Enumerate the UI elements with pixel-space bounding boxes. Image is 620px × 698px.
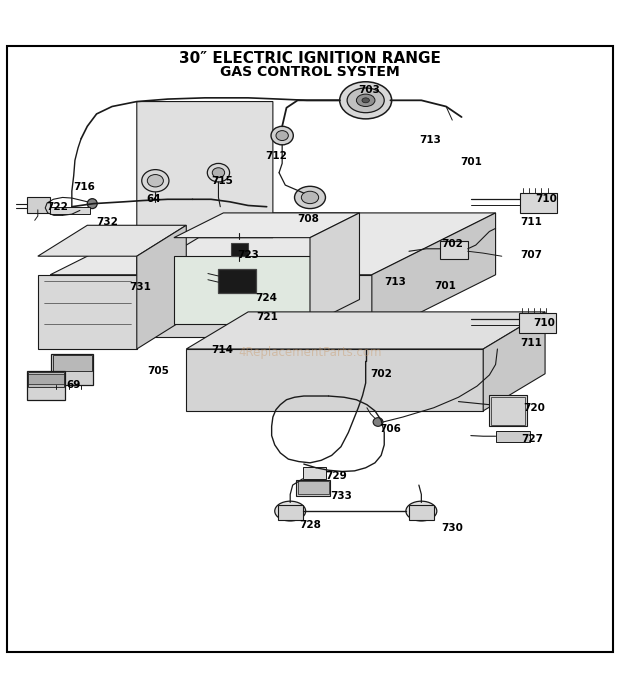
Ellipse shape	[362, 98, 370, 103]
Bar	[50, 207, 91, 214]
Text: 713: 713	[384, 277, 406, 287]
Text: 729: 729	[326, 471, 347, 481]
Bar	[409, 505, 434, 520]
Text: 727: 727	[521, 433, 544, 444]
Polygon shape	[50, 275, 372, 336]
Text: 703: 703	[358, 85, 379, 96]
Text: 720: 720	[523, 403, 545, 413]
Bar	[440, 241, 467, 259]
Text: 724: 724	[255, 293, 278, 303]
Polygon shape	[137, 101, 273, 275]
Ellipse shape	[340, 82, 392, 119]
Ellipse shape	[301, 191, 319, 204]
Ellipse shape	[406, 501, 437, 521]
Text: 714: 714	[211, 346, 233, 355]
Text: 702: 702	[370, 369, 392, 379]
Ellipse shape	[356, 94, 375, 107]
Ellipse shape	[207, 163, 229, 182]
Text: 701: 701	[460, 157, 482, 168]
Bar	[519, 313, 556, 333]
Ellipse shape	[294, 186, 326, 209]
Bar	[51, 354, 94, 385]
Polygon shape	[50, 213, 495, 275]
Bar	[490, 396, 525, 425]
Ellipse shape	[271, 126, 293, 145]
Polygon shape	[483, 312, 545, 411]
Bar	[27, 371, 65, 401]
Text: 701: 701	[434, 281, 456, 291]
Text: 731: 731	[129, 282, 151, 292]
Text: 715: 715	[211, 176, 233, 186]
Polygon shape	[186, 312, 545, 349]
Text: 711: 711	[521, 338, 542, 348]
Text: 706: 706	[379, 424, 401, 434]
Bar	[495, 431, 529, 442]
Bar	[278, 505, 303, 520]
Polygon shape	[38, 275, 137, 349]
Polygon shape	[38, 225, 186, 256]
Text: 708: 708	[297, 214, 319, 224]
Text: 30″ ELECTRIC IGNITION RANGE: 30″ ELECTRIC IGNITION RANGE	[179, 51, 441, 66]
Bar	[28, 372, 64, 387]
Polygon shape	[186, 349, 483, 411]
Text: 732: 732	[96, 216, 118, 227]
Text: 723: 723	[237, 250, 259, 260]
Text: 713: 713	[420, 135, 441, 145]
Polygon shape	[372, 213, 495, 336]
Bar	[520, 193, 557, 213]
Bar	[296, 480, 330, 496]
Text: 733: 733	[330, 491, 352, 501]
Text: GAS CONTROL SYSTEM: GAS CONTROL SYSTEM	[220, 65, 400, 79]
Polygon shape	[174, 213, 360, 237]
Bar	[231, 243, 248, 256]
Text: 707: 707	[520, 250, 542, 260]
Ellipse shape	[142, 170, 169, 192]
Text: 721: 721	[256, 312, 278, 322]
Text: 730: 730	[441, 524, 463, 533]
Ellipse shape	[212, 168, 224, 178]
Text: 722: 722	[46, 202, 69, 211]
Text: 712: 712	[265, 151, 287, 161]
Text: 705: 705	[148, 366, 169, 376]
Text: 716: 716	[73, 182, 95, 192]
Text: 710: 710	[533, 318, 555, 328]
Polygon shape	[137, 225, 186, 349]
Text: 710: 710	[536, 194, 557, 205]
Ellipse shape	[347, 88, 384, 112]
Ellipse shape	[373, 417, 383, 426]
Bar	[27, 197, 50, 213]
Ellipse shape	[148, 174, 164, 187]
Bar	[218, 269, 255, 293]
Text: 702: 702	[441, 239, 463, 248]
Text: 711: 711	[521, 216, 542, 227]
Bar	[303, 466, 326, 479]
Ellipse shape	[275, 501, 306, 521]
Polygon shape	[174, 256, 310, 325]
Text: 69: 69	[66, 380, 81, 390]
Polygon shape	[310, 213, 360, 325]
Text: 728: 728	[299, 520, 321, 530]
Text: 4ReplacementParts.com: 4ReplacementParts.com	[238, 346, 382, 359]
Ellipse shape	[87, 199, 97, 209]
Bar	[489, 395, 526, 426]
Text: 64: 64	[147, 194, 161, 205]
Bar	[298, 482, 329, 494]
Bar	[53, 355, 92, 371]
Bar	[28, 373, 64, 384]
Ellipse shape	[276, 131, 288, 140]
